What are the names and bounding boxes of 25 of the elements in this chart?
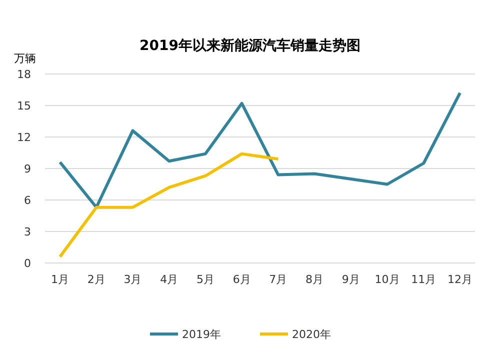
y-axis-title: 万辆 (14, 52, 36, 65)
x-tick-label: 6月 (232, 273, 251, 286)
y-tick-label: 3 (24, 226, 31, 238)
x-tick-label: 3月 (124, 273, 142, 286)
x-tick-label: 5月 (196, 273, 214, 286)
x-tick-label: 1月 (51, 273, 69, 286)
x-tick-label: 12月 (448, 273, 472, 286)
y-tick-label: 15 (17, 100, 31, 112)
y-tick-label: 0 (24, 257, 31, 270)
legend-label: 2019年 (182, 328, 221, 341)
line-series (58, 91, 462, 209)
x-tick-label: 8月 (306, 273, 324, 286)
x-tick-label: 4月 (160, 273, 178, 286)
y-tick-label: 12 (17, 131, 31, 144)
x-tick-label: 7月 (269, 273, 288, 286)
line-series (58, 152, 280, 258)
y-tick-label: 6 (24, 194, 31, 207)
y-tick-label: 9 (24, 162, 31, 176)
x-tick-label: 10月 (374, 273, 400, 286)
chart-title: 2019年以来新能源汽车销量走势图 (140, 37, 360, 54)
y-tick-label: 18 (17, 68, 31, 81)
x-tick-label: 9月 (342, 273, 360, 286)
x-tick-label: 11月 (411, 273, 436, 286)
x-tick-label: 2月 (87, 273, 106, 286)
legend-label: 2020年 (292, 328, 331, 341)
